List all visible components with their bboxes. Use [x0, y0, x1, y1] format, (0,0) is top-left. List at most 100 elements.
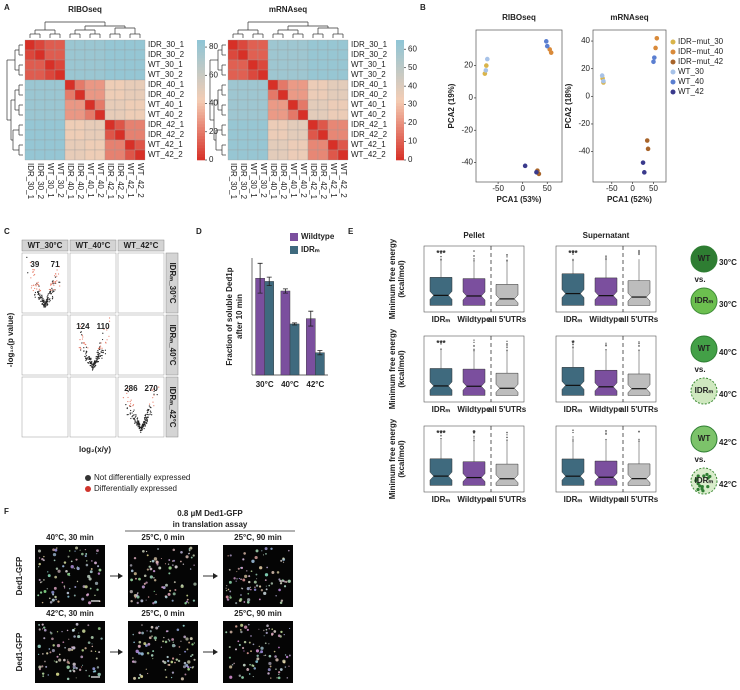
speckle: [188, 549, 191, 552]
speckle: [263, 635, 265, 637]
volcano-dot: [57, 273, 60, 275]
speckle: [87, 641, 91, 644]
heatmap-cell: [267, 79, 279, 91]
speckle: [171, 671, 175, 674]
volcano-dot: [102, 352, 104, 354]
speckle: [167, 563, 170, 565]
speckle: [74, 550, 76, 552]
heatmap-cell: [54, 79, 66, 91]
speckle: [67, 595, 70, 598]
speckle: [94, 594, 96, 597]
speckle: [187, 553, 190, 555]
volcano-dot: [132, 404, 135, 406]
speckle: [152, 576, 155, 579]
speckle: [264, 573, 269, 577]
volcano-dot: [83, 347, 85, 349]
speckle: [163, 661, 167, 665]
speckle: [189, 568, 192, 570]
speckle: [229, 596, 232, 599]
volcano-dot: [37, 297, 40, 299]
volcano-dot: [32, 270, 34, 272]
speckle: [274, 655, 277, 658]
heatmap-cell: [84, 139, 96, 151]
heatmap-cell: [277, 69, 289, 81]
speckle: [145, 599, 147, 601]
speckle: [146, 568, 149, 571]
speckle: [90, 636, 94, 639]
outlier: [473, 339, 475, 341]
speckle: [275, 668, 277, 670]
outlier: [473, 350, 475, 352]
facet-header: [117, 239, 165, 252]
condition-label: IDRₘ: [695, 296, 714, 305]
heatmap-cell: [134, 119, 146, 131]
speckle: [247, 598, 251, 602]
speckle: [255, 573, 258, 576]
volcano-dot: [36, 282, 38, 284]
colorbar-segment: [396, 148, 404, 152]
volcano-dot: [45, 305, 47, 307]
volcano-dot: [146, 419, 148, 421]
outlier: [506, 431, 508, 433]
panel-label: A: [4, 3, 10, 12]
colorbar-segment: [396, 58, 404, 62]
volcano-dot: [99, 342, 101, 344]
colorbar-segment: [197, 46, 205, 50]
volcano-dot: [30, 287, 33, 289]
volcano-dot: [43, 306, 45, 308]
de-count: 110: [97, 322, 110, 331]
outlier: [605, 257, 607, 259]
heatmap-cell: [327, 79, 339, 91]
heatmap-cell: [237, 139, 249, 151]
speckle: [261, 550, 263, 552]
condition-label: 25°C, 90 min: [234, 533, 282, 542]
speckle: [284, 654, 287, 656]
speckle: [255, 584, 259, 587]
panel-label: F: [4, 507, 9, 516]
panel-label: E: [348, 227, 354, 236]
volcano-dot: [96, 357, 98, 359]
heatmap-cell: [124, 109, 136, 121]
heatmap-cell: [74, 39, 86, 51]
speckle: [264, 547, 268, 551]
heatmap-cell: [297, 149, 309, 161]
speckle: [164, 563, 167, 565]
speckle: [38, 665, 42, 669]
speckle: [240, 578, 242, 581]
volcano-dot: [53, 275, 56, 277]
heatmap-cell: [74, 69, 86, 81]
speckle: [237, 567, 240, 570]
volcano-dot: [34, 293, 36, 296]
volcano-dot: [138, 424, 140, 426]
colorbar-segment: [396, 94, 404, 98]
heatmap-cell: [74, 129, 86, 141]
heatmap-cell: [84, 59, 96, 71]
colorbar-segment: [197, 154, 205, 158]
speckle: [91, 645, 94, 648]
volcano-dot: [52, 283, 54, 285]
heatmap-cell: [114, 59, 126, 71]
speckle: [38, 562, 41, 566]
speckle: [96, 553, 98, 555]
heatmap-cell: [54, 149, 66, 161]
heatmap-cell: [277, 109, 289, 121]
heatmap-cell: [317, 139, 329, 151]
volcano-dot: [92, 365, 94, 367]
temperature: 40°C: [719, 348, 737, 357]
group-label: IDRₘ: [564, 405, 583, 414]
colorbar-segment: [197, 94, 205, 98]
speckle: [280, 630, 283, 634]
volcano-dot: [103, 328, 105, 330]
heatmap-cell: [237, 69, 249, 81]
colorbar-segment: [197, 97, 205, 101]
box: [627, 373, 651, 396]
speckle: [185, 664, 189, 667]
volcano-dot: [101, 354, 103, 357]
volcano-dot: [146, 416, 148, 419]
speckle: [282, 561, 285, 563]
colorbar-segment: [396, 85, 404, 89]
group-label: IDRₘ: [432, 495, 451, 504]
volcano-dot: [46, 298, 48, 301]
speckle: [62, 565, 65, 568]
